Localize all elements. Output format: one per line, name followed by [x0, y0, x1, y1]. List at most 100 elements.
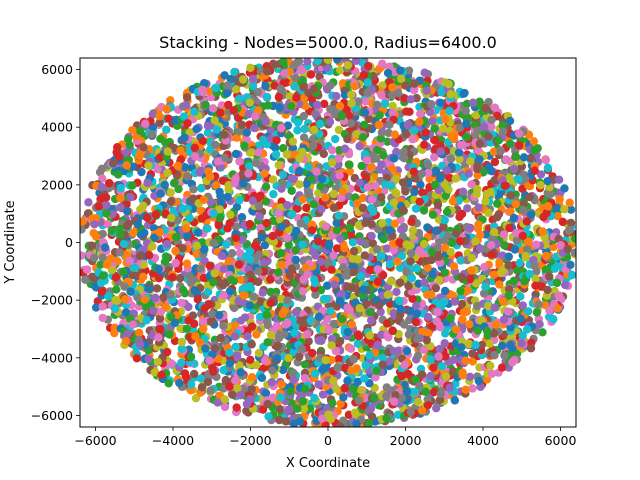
scatter-point: [135, 340, 145, 349]
scatter-point: [328, 398, 337, 408]
scatter-point: [297, 344, 307, 354]
scatter-point: [261, 81, 270, 91]
scatter-point: [153, 164, 162, 174]
scatter-point: [262, 310, 271, 320]
scatter-point: [278, 179, 288, 188]
scatter-point: [475, 139, 485, 148]
scatter-point: [274, 209, 283, 218]
scatter-point: [536, 170, 546, 179]
scatter-point: [550, 264, 560, 273]
scatter-point: [142, 316, 151, 325]
scatter-point: [283, 233, 292, 243]
scatter-point: [177, 298, 186, 308]
scatter-point: [102, 209, 111, 218]
scatter-point: [130, 263, 139, 272]
scatter-point: [196, 184, 206, 193]
scatter-point: [400, 360, 409, 370]
scatter-point: [412, 301, 421, 311]
scatter-point: [278, 309, 287, 319]
scatter-point: [161, 252, 171, 261]
scatter-point: [372, 366, 381, 376]
scatter-point: [321, 355, 330, 365]
scatter-point: [505, 223, 514, 233]
scatter-point: [263, 101, 273, 110]
scatter-point: [271, 150, 281, 159]
scatter-point: [224, 185, 233, 195]
scatter-point: [274, 93, 284, 102]
scatter-point: [84, 198, 93, 207]
scatter-point: [433, 252, 443, 261]
scatter-point: [401, 187, 410, 196]
scatter-point: [189, 369, 199, 379]
scatter-point: [379, 151, 388, 160]
scatter-point: [372, 245, 382, 254]
scatter-point: [505, 173, 514, 182]
scatter-point: [326, 307, 335, 316]
scatter-point: [87, 241, 97, 250]
scatter-point: [303, 58, 312, 66]
scatter-point: [373, 265, 382, 274]
scatter-point: [347, 366, 356, 375]
scatter-point: [215, 310, 224, 320]
scatter-point: [456, 140, 465, 150]
scatter-point: [415, 197, 424, 206]
scatter-point: [196, 264, 205, 273]
scatter-point: [400, 320, 409, 329]
scatter-point: [198, 317, 208, 326]
scatter-point: [497, 363, 507, 372]
scatter-point: [275, 103, 285, 112]
scatter-point: [203, 287, 213, 296]
scatter-point: [511, 199, 520, 209]
scatter-point: [163, 168, 172, 178]
scatter-point: [126, 287, 135, 296]
scatter-point: [294, 99, 304, 109]
scatter-point: [444, 79, 453, 89]
scatter-point: [252, 330, 261, 339]
scatter-point: [219, 365, 228, 375]
scatter-point: [139, 260, 148, 269]
scatter-point: [327, 265, 336, 274]
scatter-point: [451, 229, 461, 238]
scatter-point: [300, 384, 310, 394]
scatter-point: [305, 404, 315, 413]
scatter-point: [541, 155, 550, 165]
scatter-point: [299, 133, 309, 142]
scatter-point: [115, 230, 125, 239]
scatter-point: [143, 213, 152, 222]
scatter-point: [314, 237, 323, 246]
scatter-point: [98, 302, 107, 311]
scatter-point: [205, 172, 215, 181]
scatter-point: [155, 314, 165, 323]
scatter-point: [468, 384, 477, 393]
scatter-point: [165, 330, 174, 339]
scatter-point: [300, 373, 310, 383]
scatter-point: [224, 100, 233, 110]
scatter-point: [137, 167, 146, 177]
scatter-point: [553, 304, 562, 313]
scatter-point: [446, 154, 456, 163]
scatter-point: [264, 412, 273, 421]
scatter-point: [367, 195, 377, 204]
scatter-point: [256, 191, 265, 200]
scatter-point: [385, 120, 394, 129]
scatter-point: [335, 336, 345, 346]
scatter-point: [473, 170, 482, 180]
scatter-point: [225, 348, 234, 358]
scatter-point: [389, 198, 399, 207]
scatter-point: [318, 390, 328, 399]
scatter-point: [98, 174, 107, 183]
scatter-point: [329, 320, 339, 329]
scatter-point: [514, 175, 523, 184]
scatter-point: [240, 313, 250, 322]
scatter-point: [328, 145, 337, 155]
scatter-point: [244, 110, 253, 119]
scatter-point: [396, 225, 406, 234]
scatter-point: [471, 340, 480, 350]
scatter-point: [164, 114, 173, 123]
scatter-point: [262, 218, 271, 228]
scatter-point: [392, 189, 401, 198]
scatter-point: [343, 376, 352, 386]
scatter-point: [278, 143, 288, 153]
scatter-point: [506, 191, 515, 200]
scatter-point: [354, 221, 364, 230]
